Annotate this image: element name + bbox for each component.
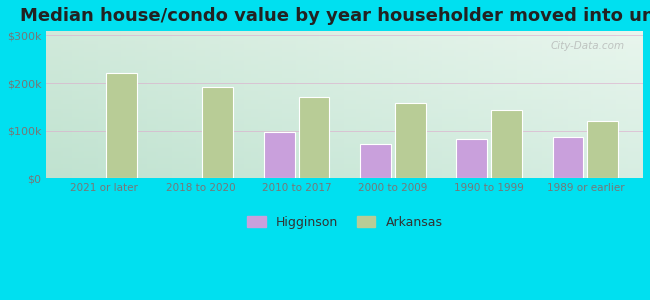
Legend: Higginson, Arkansas: Higginson, Arkansas (242, 211, 447, 234)
Bar (587, 121, 618, 178)
Bar (395, 103, 426, 178)
Bar (106, 73, 137, 178)
Bar (264, 132, 294, 178)
Bar (298, 97, 330, 178)
Bar (202, 87, 233, 178)
Text: City-Data.com: City-Data.com (551, 41, 625, 51)
Bar (456, 139, 487, 178)
Bar (360, 144, 391, 178)
Title: Median house/condo value by year householder moved into unit: Median house/condo value by year househo… (20, 7, 650, 25)
Bar (491, 110, 522, 178)
Bar (552, 137, 584, 178)
